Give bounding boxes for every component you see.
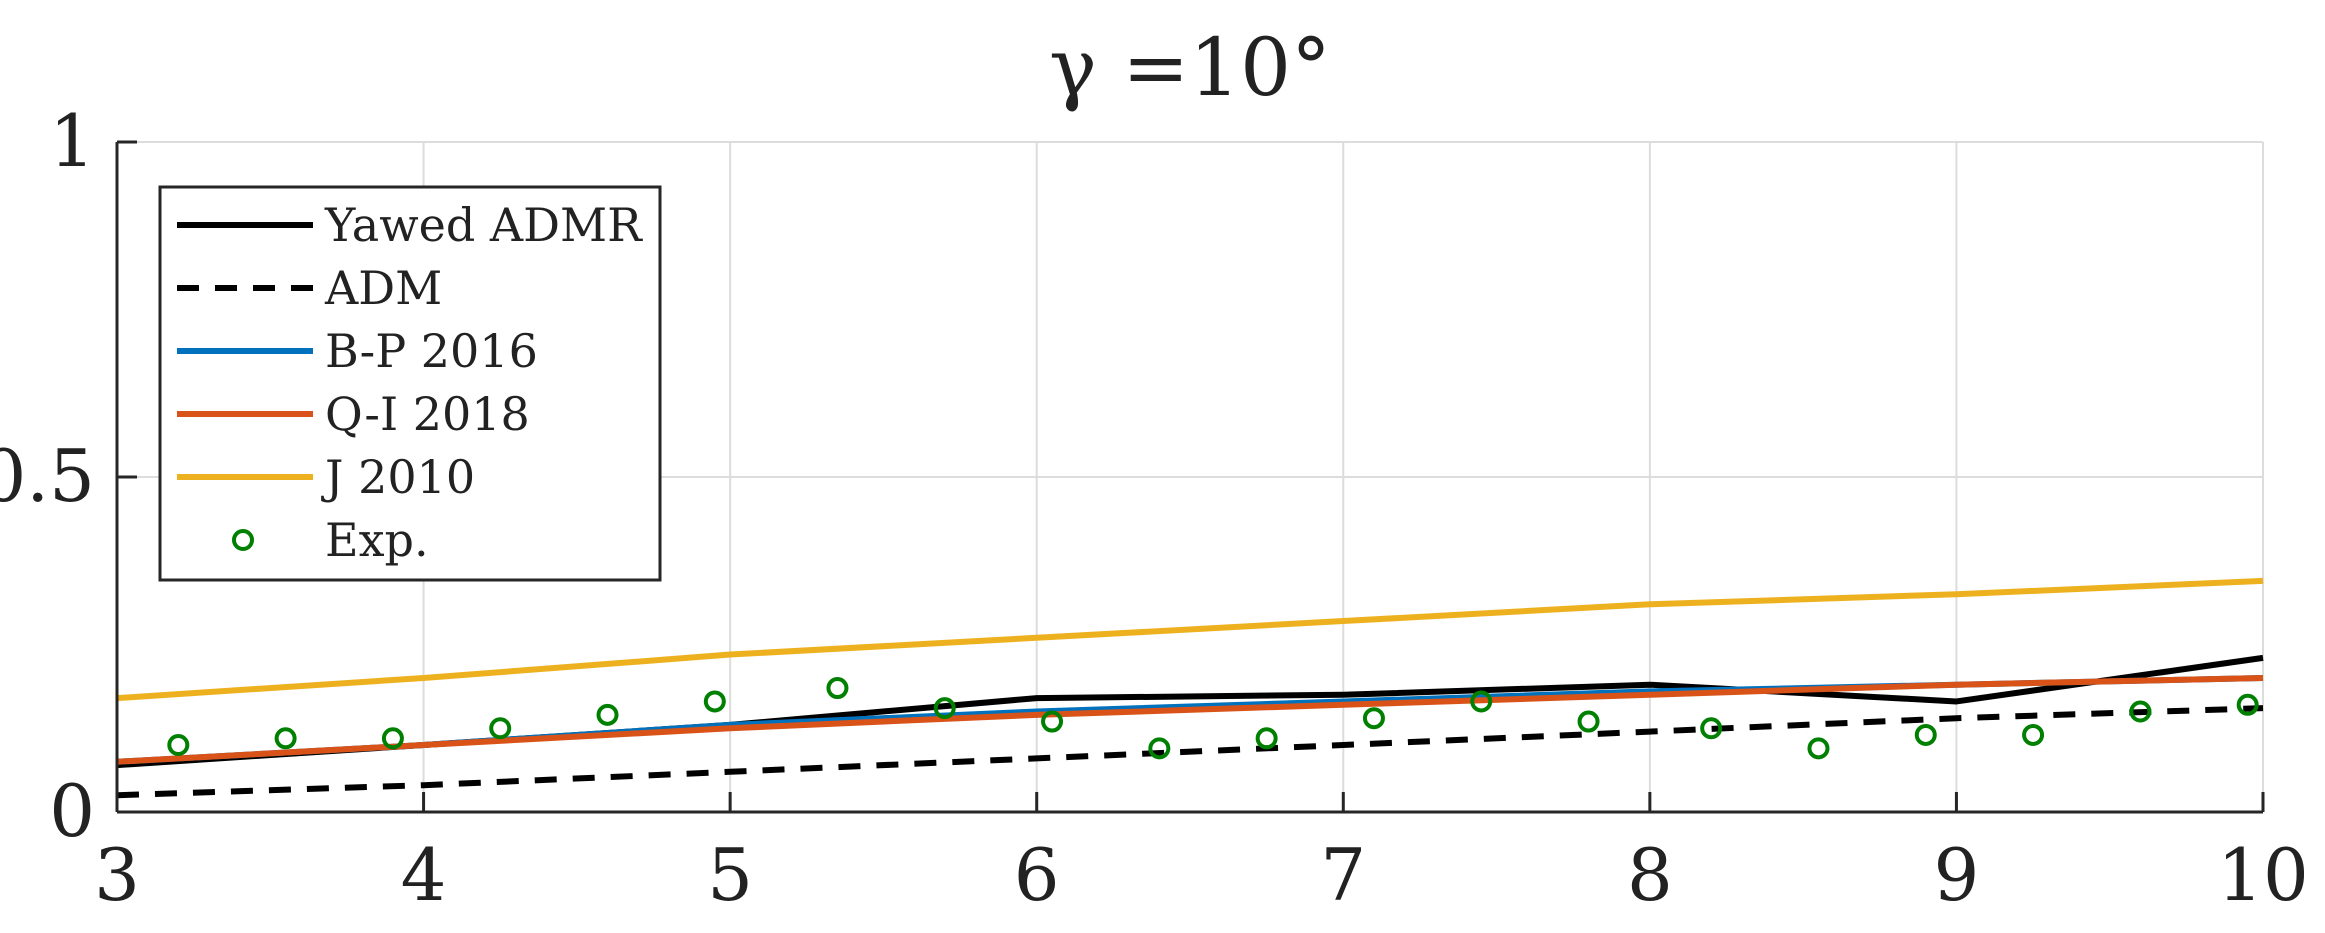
data-point-exp: [1700, 717, 1723, 740]
legend-label-b-p-2016: B-P 2016: [325, 324, 538, 378]
data-point-exp: [2236, 693, 2259, 716]
x-tick-label: 5: [707, 833, 753, 917]
data-point-exp: [2022, 723, 2045, 746]
x-tick-label: 8: [1627, 833, 1673, 917]
y-tick-label: 1: [49, 99, 95, 183]
data-point-exp: [1148, 737, 1171, 760]
x-tick-label: 4: [401, 833, 447, 917]
legend-label-exp: Exp.: [325, 513, 429, 567]
data-point-exp: [1041, 710, 1064, 733]
y-tick-label: 0.5: [0, 434, 95, 518]
data-point-exp: [1255, 727, 1278, 750]
data-point-exp: [1577, 710, 1600, 733]
legend-swatch-exp: [232, 529, 254, 551]
x-tick-label: 10: [2217, 833, 2309, 917]
data-point-exp: [1470, 690, 1493, 713]
legend-label-j-2010: J 2010: [321, 450, 475, 504]
legend-box: [158, 185, 662, 582]
grid: [117, 141, 2264, 812]
series-line-adm: [116, 705, 2264, 799]
chart-title: γ =10°: [1049, 21, 1331, 114]
legend: Yawed ADMR ADM B-P 2016 Q-I 2018 J 2010 Exp.: [158, 185, 662, 582]
legend-label-adm: ADM: [324, 261, 442, 315]
series-layer: [116, 577, 2264, 799]
data-point-exp: [933, 697, 956, 720]
x-tick-label: 9: [1934, 833, 1980, 917]
data-point-exp: [167, 734, 190, 756]
data-point-exp: [703, 690, 726, 713]
x-tick-label: 7: [1320, 833, 1366, 917]
data-point-exp: [1914, 723, 1937, 746]
series-line-q-i-2018: [116, 675, 2264, 765]
data-point-exp: [596, 703, 619, 726]
x-tick-label: 3: [94, 833, 140, 917]
legend-label-q-i-2018: Q-I 2018: [325, 387, 530, 441]
data-point-exp: [1807, 737, 1830, 760]
y-tick-label: 0: [49, 769, 95, 853]
data-point-exp: [274, 727, 297, 750]
axes: 3 4 5 6 7 8 9 10 0 0.5 1: [0, 99, 2309, 917]
data-point-exp: [1362, 707, 1385, 730]
legend-label-yawed-admr: Yawed ADMR: [324, 198, 643, 252]
data-point-exp: [489, 717, 512, 740]
data-point-exp: [826, 677, 849, 700]
x-tick-label: 6: [1014, 833, 1060, 917]
data-point-exp: [2129, 700, 2152, 723]
data-point-exp: [381, 727, 404, 750]
series-line-j-2010: [116, 577, 2264, 702]
